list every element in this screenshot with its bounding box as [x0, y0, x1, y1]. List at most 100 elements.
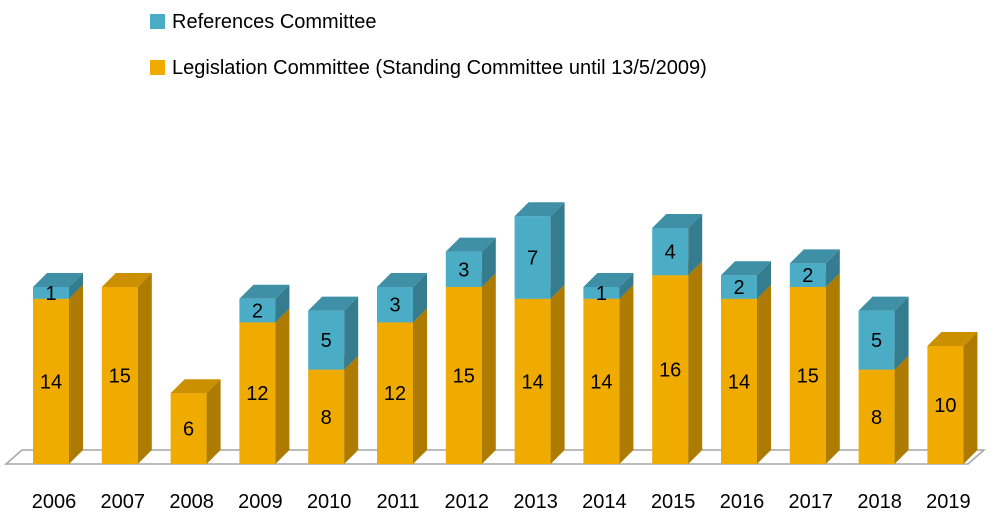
bar-front-legislation-2015: [652, 275, 689, 464]
x-tick-2007: 2007: [101, 491, 146, 513]
bar-references-2017: [789, 249, 840, 287]
bar-top-references-2015: [652, 214, 703, 228]
bar-front-legislation-2013: [514, 298, 551, 464]
data-label-legislation-2013: 14: [521, 371, 543, 393]
bar-front-legislation-2011: [377, 322, 413, 464]
legend: References Committee Legislation Committe…: [150, 11, 707, 79]
data-label-legislation-2017: 15: [797, 366, 819, 388]
data-label-legislation-2007: 15: [109, 366, 131, 388]
bar-legislation-2007: [101, 273, 152, 464]
bar-top-legislation-2008: [170, 379, 221, 394]
bar-front-references-2006: [33, 287, 69, 299]
bar-front-legislation-2006: [33, 298, 69, 464]
data-label-legislation-2010: 8: [321, 407, 332, 429]
bar-legislation-2014: [583, 284, 634, 464]
bar-legislation-2015: [652, 261, 703, 464]
bar-top-references-2011: [377, 273, 427, 287]
bar-side-legislation-2006: [69, 284, 83, 464]
bar-front-legislation-2019: [927, 346, 964, 464]
bar-side-legislation-2018: [894, 355, 909, 464]
bar-legislation-2018: [858, 355, 909, 464]
x-tick-2018: 2018: [857, 491, 902, 513]
bar-legislation-2012: [445, 273, 496, 464]
bar-side-legislation-2017: [825, 273, 840, 464]
bar-references-2013: [514, 202, 565, 299]
x-tick-2006: 2006: [32, 491, 77, 513]
bar-references-2010: [308, 296, 359, 370]
bar-front-legislation-2018: [858, 369, 895, 464]
legend-label-references: References Committee: [172, 11, 377, 33]
bar-side-references-2010: [344, 296, 359, 370]
data-label-references-2010: 5: [321, 330, 332, 352]
data-label-references-2018: 5: [871, 330, 882, 352]
x-tick-2010: 2010: [307, 491, 352, 513]
bar-side-references-2011: [413, 273, 427, 323]
bar-side-legislation-2011: [413, 308, 427, 464]
bar-front-references-2011: [377, 287, 413, 323]
bar-front-legislation-2017: [789, 287, 826, 464]
bar-references-2016: [721, 261, 771, 299]
legend-swatch-legislation: [150, 60, 165, 75]
data-label-references-2016: 2: [733, 277, 744, 299]
bar-top-references-2014: [583, 273, 634, 287]
bar-legislation-2008: [170, 379, 221, 464]
bar-side-legislation-2007: [137, 273, 152, 464]
bar-side-legislation-2009: [275, 308, 290, 464]
data-label-legislation-2018: 8: [871, 407, 882, 429]
bar-front-references-2015: [652, 228, 689, 276]
bar-front-legislation-2014: [583, 298, 620, 464]
bar-front-legislation-2012: [445, 287, 482, 464]
bar-side-references-2018: [894, 296, 909, 370]
bar-side-legislation-2019: [963, 332, 978, 464]
data-label-legislation-2012: 15: [453, 366, 475, 388]
x-tick-2017: 2017: [789, 491, 834, 513]
data-label-references-2006: 1: [45, 283, 56, 305]
bar-references-2009: [239, 284, 290, 323]
bar-front-references-2018: [858, 310, 895, 370]
x-tick-2016: 2016: [720, 491, 765, 513]
bar-side-references-2012: [481, 237, 496, 287]
legend-label-legislation: Legislation Committee (Standing Committe…: [172, 57, 707, 79]
bar-side-legislation-2015: [688, 261, 703, 464]
bar-top-references-2017: [789, 249, 840, 264]
bar-top-references-2018: [858, 296, 909, 311]
data-label-legislation-2015: 16: [659, 360, 681, 382]
bar-top-references-2013: [514, 202, 565, 217]
data-label-references-2014: 1: [596, 283, 607, 305]
x-tick-2008: 2008: [169, 491, 214, 513]
bar-references-2018: [858, 296, 909, 370]
bar-front-references-2013: [514, 216, 551, 299]
bar-side-references-2017: [825, 249, 840, 287]
bar-top-references-2016: [721, 261, 771, 276]
bar-side-references-2016: [757, 261, 771, 299]
data-label-legislation-2009: 12: [246, 383, 268, 405]
x-tick-2011: 2011: [376, 491, 419, 513]
bar-legislation-2013: [514, 284, 565, 464]
x-axis-tick-labels: 2006 2007 2008 2009 2010 2011 2012 2013 2014 2015…: [32, 491, 971, 513]
bar-front-references-2017: [789, 263, 826, 287]
bar-side-legislation-2012: [481, 273, 496, 464]
bar-references-2011: [377, 273, 427, 323]
bar-references-2012: [445, 237, 496, 287]
x-tick-2012: 2012: [445, 491, 490, 513]
data-label-legislation-2016: 14: [728, 371, 750, 393]
bar-legislation-2006: [33, 284, 83, 464]
bar-top-references-2010: [308, 296, 359, 311]
bar-side-legislation-2008: [206, 379, 221, 464]
bar-side-references-2006: [69, 273, 83, 299]
legend-item-references: References Committee: [150, 11, 377, 33]
bar-side-references-2013: [550, 202, 565, 299]
bar-side-references-2015: [688, 214, 703, 276]
x-tick-2014: 2014: [582, 491, 627, 513]
bar-top-legislation-2019: [927, 332, 978, 346]
legend-swatch-references: [150, 14, 165, 29]
bar-side-references-2009: [275, 284, 290, 323]
data-label-legislation-2008: 6: [183, 419, 194, 441]
x-tick-2013: 2013: [513, 491, 558, 513]
bar-side-legislation-2014: [619, 284, 634, 464]
bar-top-references-2009: [239, 284, 290, 299]
bars-group: [33, 202, 978, 464]
bar-side-references-2014: [619, 273, 634, 299]
